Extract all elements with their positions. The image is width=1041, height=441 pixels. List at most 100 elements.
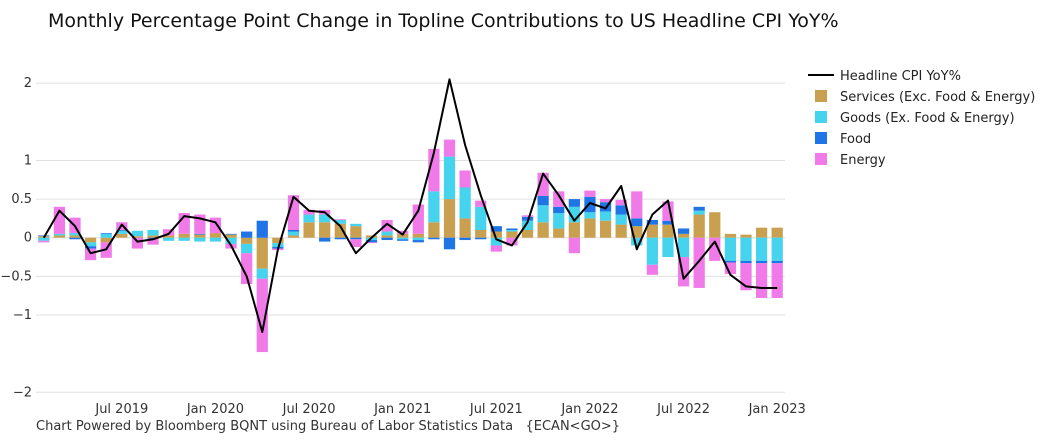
bar-segment <box>677 237 690 258</box>
legend-label: Energy <box>840 153 886 168</box>
bar-segment <box>615 205 627 215</box>
bar-segment <box>755 227 768 238</box>
y-tick-label: −1 <box>13 308 32 323</box>
x-tick-label: Jul 2020 <box>282 402 336 417</box>
bar-segment <box>443 139 456 157</box>
bar-segment <box>709 212 721 238</box>
bar-segment <box>69 233 81 236</box>
bar-segment <box>631 237 643 246</box>
bar-segment <box>475 200 487 207</box>
bar-segment <box>755 237 768 261</box>
bar-segment <box>443 199 456 238</box>
bar-segment <box>163 237 175 241</box>
bar-segment <box>755 263 768 298</box>
footer-source: Chart Powered by Bloomberg BQNT using Bu… <box>36 419 514 434</box>
gridlines <box>36 82 785 393</box>
bar-segment <box>287 195 300 230</box>
bar-segment <box>303 209 315 215</box>
bar-segment <box>490 245 502 252</box>
bar-segment <box>350 223 362 227</box>
bar-segment <box>287 231 300 236</box>
bar-segment <box>615 199 627 206</box>
bar-segment <box>537 205 549 223</box>
bar-segment <box>677 233 690 238</box>
bar-segment <box>568 199 580 207</box>
bar-segment <box>459 237 471 241</box>
footer-ticker: {ECAN<GO>} <box>525 419 621 434</box>
legend-label: Services (Exc. Food & Energy) <box>840 90 1035 105</box>
bar-segment <box>506 237 518 246</box>
bar-segment <box>677 228 690 234</box>
x-tick-label: Jan 2023 <box>748 402 806 417</box>
y-tick-label: 0.5 <box>11 192 32 207</box>
bar-segment <box>740 260 752 264</box>
bar-segment <box>475 237 487 240</box>
y-tick-label: 1 <box>24 153 32 168</box>
bar-segment <box>646 237 658 265</box>
bar-segment <box>256 220 268 238</box>
bar-segment <box>69 235 81 238</box>
bar-segment <box>584 218 596 238</box>
bar-segment <box>241 243 253 254</box>
bar-segment <box>599 199 612 203</box>
bar-segment <box>568 206 580 223</box>
bar-segment <box>646 224 658 238</box>
bar-segment <box>381 237 393 241</box>
bar-segment <box>755 260 768 264</box>
legend-label: Goods (Ex. Food & Energy) <box>840 111 1015 126</box>
x-tick-label: Jan 2021 <box>373 402 431 417</box>
bar-segment <box>100 233 112 234</box>
bar-segment <box>256 237 268 269</box>
bar-segment <box>521 220 534 230</box>
bar-segment <box>443 237 456 250</box>
bar-segment <box>225 234 237 238</box>
bar-segment <box>615 224 627 238</box>
bar-segment <box>506 230 518 232</box>
legend: Headline CPI YoY% Services (Exc. Food & E… <box>808 69 1035 168</box>
bars-group <box>38 139 783 353</box>
bar-segment <box>537 196 549 206</box>
bar-segment <box>537 172 549 196</box>
bar-segment <box>584 190 596 197</box>
bar-segment <box>84 242 97 247</box>
bar-segment <box>303 214 315 223</box>
bar-segment <box>412 233 424 238</box>
bar-segment <box>506 228 518 230</box>
y-tick-label: 2 <box>24 76 32 91</box>
bar-segment <box>256 278 268 353</box>
headline-cpi-line <box>42 78 778 333</box>
bar-segment <box>428 191 440 223</box>
x-tick-label: Jul 2019 <box>94 402 148 417</box>
bar-segment <box>225 237 237 244</box>
x-tick-label: Jul 2022 <box>656 402 710 417</box>
bar-segment <box>100 233 112 238</box>
bar-segment <box>724 260 737 263</box>
bar-segment <box>53 235 66 238</box>
bar-segment <box>131 237 144 249</box>
bar-segment <box>319 237 331 242</box>
bar-segment <box>662 201 674 221</box>
bar-segment <box>397 239 409 241</box>
bar-segment <box>334 223 346 238</box>
bar-segment <box>100 237 112 243</box>
bar-segment <box>724 237 737 261</box>
bar-segment <box>397 237 409 240</box>
bar-segment <box>646 264 658 275</box>
bar-segment <box>724 262 737 275</box>
bar-segment <box>53 233 66 236</box>
bar-segment <box>428 237 440 240</box>
bar-segment <box>194 237 206 242</box>
bar-segment <box>693 237 705 288</box>
footer: Chart Powered by Bloomberg BQNT using Bu… <box>36 419 620 434</box>
bar-segment <box>521 230 534 238</box>
bar-segment <box>84 237 97 243</box>
bar-segment <box>147 230 159 236</box>
headline-line-group <box>42 78 778 333</box>
bar-segment <box>490 226 502 232</box>
bar-segment <box>475 230 487 238</box>
chart-title: Monthly Percentage Point Change in Topli… <box>48 10 839 32</box>
bar-segment <box>334 219 346 224</box>
bar-segment <box>693 214 705 238</box>
bar-segment <box>287 230 300 232</box>
